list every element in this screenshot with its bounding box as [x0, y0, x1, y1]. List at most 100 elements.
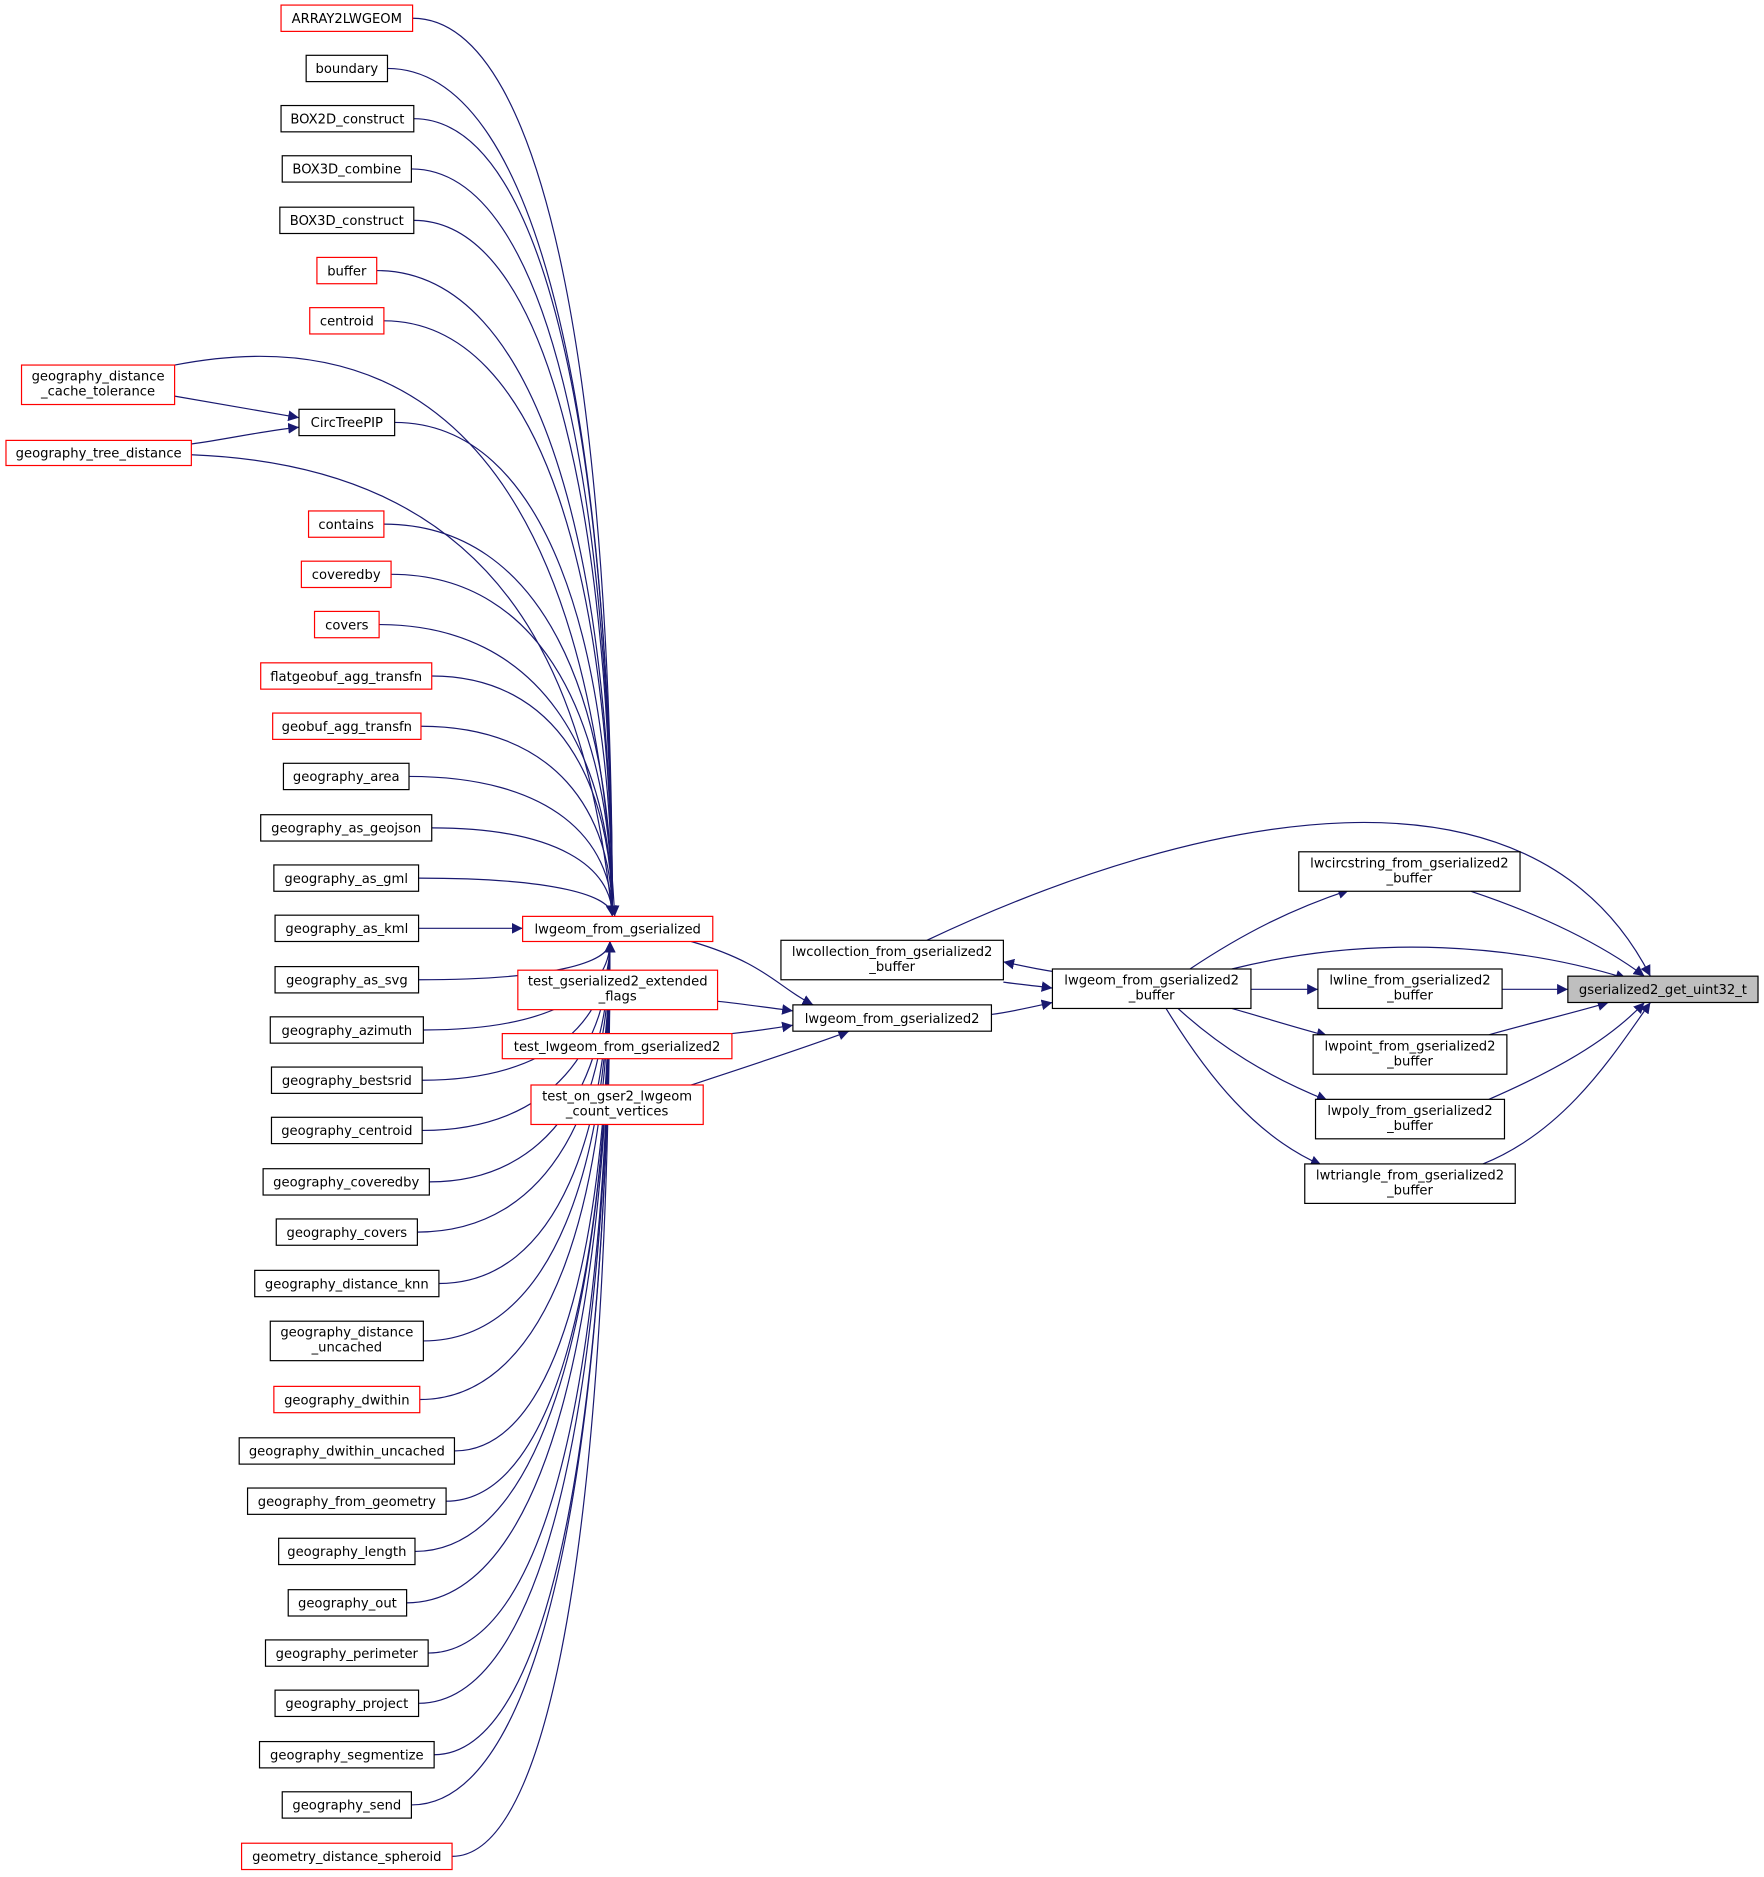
node-box[interactable] — [273, 864, 420, 892]
node-geography_as_kml[interactable]: geography_as_kml — [274, 914, 420, 943]
node-lwgeom_from_gserialized2[interactable]: lwgeom_from_gserialized2 — [792, 1004, 993, 1032]
node-geography_as_geojson[interactable]: geography_as_geojson — [260, 814, 433, 842]
node-box[interactable] — [278, 1537, 416, 1566]
node-geography_distance_knn[interactable]: geography_distance_knn — [254, 1269, 440, 1298]
node-box[interactable] — [1317, 968, 1503, 1010]
node-box[interactable] — [780, 939, 1004, 981]
node-geography_send[interactable]: geography_send — [281, 1791, 412, 1819]
node-box[interactable] — [270, 1066, 423, 1094]
node-lwgeom_from_gserialized[interactable]: lwgeom_from_gserialized — [522, 915, 714, 943]
node-box[interactable] — [240, 1842, 453, 1871]
node-box[interactable] — [281, 155, 412, 183]
node-box[interactable] — [1304, 1163, 1516, 1204]
node-geography_bestsrid[interactable]: geography_bestsrid — [270, 1066, 423, 1094]
node-box[interactable] — [280, 104, 415, 133]
node-geography_distance_cache_tolerance[interactable]: geography_distance_cache_tolerance — [20, 364, 176, 406]
node-geography_out[interactable]: geography_out — [287, 1589, 408, 1617]
node-gserialized2_get_uint32_t[interactable]: gserialized2_get_uint32_t — [1567, 975, 1759, 1004]
node-box[interactable] — [279, 206, 415, 235]
node-box[interactable] — [287, 1589, 408, 1617]
node-box[interactable] — [1051, 968, 1252, 1010]
node-flatgeobuf_agg_transfn[interactable]: flatgeobuf_agg_transfn — [260, 662, 433, 690]
node-box[interactable] — [274, 1689, 420, 1718]
node-geography_coveredby[interactable]: geography_coveredby — [262, 1168, 430, 1196]
node-covers[interactable]: covers — [313, 610, 380, 639]
node-geobuf_agg_transfn[interactable]: geobuf_agg_transfn — [272, 712, 422, 740]
node-lwcollection_from_gserialized2_buffer[interactable]: lwcollection_from_gserialized2_buffer — [780, 939, 1004, 981]
node-box[interactable] — [254, 1269, 440, 1298]
node-boundary[interactable]: boundary — [305, 54, 389, 83]
node-geography_perimeter[interactable]: geography_perimeter — [264, 1639, 429, 1667]
node-box[interactable] — [262, 1168, 430, 1196]
node-box[interactable] — [281, 1791, 412, 1819]
node-lwcircstring_from_gserialized2_buffer[interactable]: lwcircstring_from_gserialized2_buffer — [1298, 851, 1521, 892]
node-box[interactable] — [313, 610, 380, 639]
node-box[interactable] — [260, 662, 433, 690]
node-geography_distance_uncached[interactable]: geography_distance_uncached — [269, 1320, 424, 1362]
node-geography_area[interactable]: geography_area — [282, 762, 410, 791]
node-test_lwgeom_from_gserialized2[interactable]: test_lwgeom_from_gserialized2 — [501, 1032, 733, 1060]
node-box[interactable] — [270, 1116, 423, 1145]
node-box[interactable] — [307, 510, 385, 538]
node-box[interactable] — [273, 1385, 421, 1414]
node-geography_segmentize[interactable]: geography_segmentize — [258, 1740, 435, 1769]
node-coveredby[interactable]: coveredby — [300, 560, 392, 589]
node-box[interactable] — [305, 54, 389, 83]
node-box[interactable] — [260, 814, 433, 842]
node-BOX3D_combine[interactable]: BOX3D_combine — [281, 155, 412, 183]
node-box[interactable] — [517, 969, 719, 1011]
node-geography_dwithin[interactable]: geography_dwithin — [273, 1385, 421, 1414]
node-geography_dwithin_uncached[interactable]: geography_dwithin_uncached — [238, 1437, 456, 1465]
node-lwpoint_from_gserialized2_buffer[interactable]: lwpoint_from_gserialized2_buffer — [1312, 1034, 1508, 1075]
node-box[interactable] — [5, 439, 192, 467]
node-geography_tree_distance[interactable]: geography_tree_distance — [5, 439, 192, 467]
node-geography_azimuth[interactable]: geography_azimuth — [269, 1016, 424, 1044]
node-lwgeom_from_gserialized2_buffer[interactable]: lwgeom_from_gserialized2_buffer — [1051, 968, 1252, 1010]
node-box[interactable] — [272, 712, 422, 740]
node-box[interactable] — [522, 915, 714, 943]
node-lwline_from_gserialized2_buffer[interactable]: lwline_from_gserialized2_buffer — [1317, 968, 1503, 1010]
node-test_gserialized2_extended_flags[interactable]: test_gserialized2_extended_flags — [517, 969, 719, 1011]
node-geography_project[interactable]: geography_project — [274, 1689, 420, 1718]
node-box[interactable] — [298, 408, 396, 437]
node-box[interactable] — [792, 1004, 993, 1032]
node-buffer[interactable]: buffer — [316, 256, 378, 285]
node-box[interactable] — [316, 256, 378, 285]
node-box[interactable] — [300, 560, 392, 589]
node-geography_centroid[interactable]: geography_centroid — [270, 1116, 423, 1145]
node-geography_from_geometry[interactable]: geography_from_geometry — [246, 1487, 447, 1515]
node-box[interactable] — [20, 364, 176, 406]
node-box[interactable] — [1312, 1034, 1508, 1075]
node-geography_as_svg[interactable]: geography_as_svg — [274, 966, 420, 994]
node-box[interactable] — [269, 1016, 424, 1044]
node-box[interactable] — [1567, 975, 1759, 1004]
node-box[interactable] — [530, 1084, 704, 1126]
node-box[interactable] — [274, 914, 420, 943]
node-box[interactable] — [258, 1740, 435, 1769]
node-box[interactable] — [246, 1487, 447, 1515]
node-box[interactable] — [282, 762, 410, 791]
node-centroid[interactable]: centroid — [309, 307, 385, 335]
node-box[interactable] — [238, 1437, 456, 1465]
node-box[interactable] — [1298, 851, 1521, 892]
node-contains[interactable]: contains — [307, 510, 385, 538]
node-test_on_gser2_lwgeom_count_vertices[interactable]: test_on_gser2_lwgeom_count_vertices — [530, 1084, 704, 1126]
node-lwtriangle_from_gserialized2_buffer[interactable]: lwtriangle_from_gserialized2_buffer — [1304, 1163, 1516, 1204]
node-box[interactable] — [1314, 1098, 1506, 1140]
node-geography_as_gml[interactable]: geography_as_gml — [273, 864, 420, 892]
node-box[interactable] — [274, 966, 420, 994]
node-geometry_distance_spheroid[interactable]: geometry_distance_spheroid — [240, 1842, 453, 1871]
node-ARRAY2LWGEOM[interactable]: ARRAY2LWGEOM — [280, 4, 414, 32]
node-BOX3D_construct[interactable]: BOX3D_construct — [279, 206, 415, 235]
node-geography_length[interactable]: geography_length — [278, 1537, 416, 1566]
node-box[interactable] — [280, 4, 414, 32]
node-box[interactable] — [269, 1320, 424, 1362]
node-geography_covers[interactable]: geography_covers — [275, 1218, 418, 1246]
node-box[interactable] — [309, 307, 385, 335]
node-box[interactable] — [264, 1639, 429, 1667]
node-lwpoly_from_gserialized2_buffer[interactable]: lwpoly_from_gserialized2_buffer — [1314, 1098, 1506, 1140]
node-box[interactable] — [275, 1218, 418, 1246]
node-BOX2D_construct[interactable]: BOX2D_construct — [280, 104, 415, 133]
node-box[interactable] — [501, 1032, 733, 1060]
node-CircTreePIP[interactable]: CircTreePIP — [298, 408, 396, 437]
